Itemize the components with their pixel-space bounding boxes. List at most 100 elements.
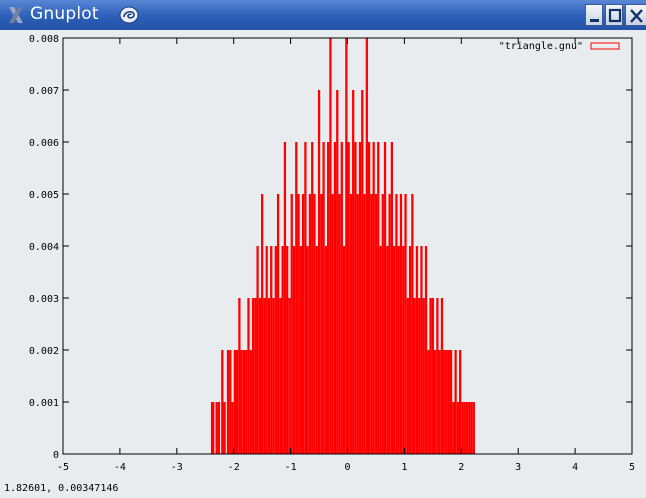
- impulse-bar: [447, 350, 450, 454]
- impulse-bar: [331, 194, 334, 454]
- y-tick-label: 0.003: [29, 294, 59, 305]
- y-tick-label: 0.005: [29, 190, 59, 201]
- maximize-button[interactable]: [605, 4, 623, 26]
- y-tick-label: 0.008: [29, 34, 59, 45]
- impulse-bar: [292, 246, 296, 454]
- y-tick-label: 0.001: [29, 398, 59, 409]
- impulse-bar: [424, 246, 428, 454]
- x-tick-label: 4: [572, 462, 578, 473]
- swirl-icon[interactable]: [118, 5, 140, 25]
- impulse-bar: [456, 402, 460, 454]
- impulse-bar: [393, 246, 396, 454]
- impulse-bar: [422, 298, 425, 454]
- impulse-bar: [397, 246, 400, 454]
- x-tick-label: -2: [228, 462, 240, 473]
- impulse-bar: [306, 246, 309, 454]
- y-tick-label: 0.004: [29, 242, 59, 253]
- impulse-bar: [304, 142, 307, 454]
- close-button[interactable]: [625, 4, 646, 26]
- impulse-bar: [315, 246, 318, 454]
- impulse-bar: [265, 246, 268, 454]
- x-logo-icon: [9, 7, 23, 23]
- impulse-bar: [386, 246, 389, 454]
- impulse-bar: [461, 402, 464, 454]
- impulse-bar: [408, 246, 412, 454]
- impulse-bar: [215, 402, 218, 454]
- impulse-bar: [327, 142, 330, 454]
- x-tick-label: 1: [401, 462, 407, 473]
- plot-area[interactable]: -5 -4 -3 -2 -1 0 1 2 3 4 5 0 0.001 0.002 0.003 0.004 0.0…: [0, 30, 646, 482]
- impulse-bar: [245, 350, 248, 454]
- impulse-bar: [329, 38, 332, 454]
- impulse-bar: [223, 402, 226, 454]
- impulse-bar: [349, 194, 353, 454]
- impulse-bar: [468, 402, 471, 454]
- impulse-bar: [381, 194, 384, 454]
- impulse-bar: [221, 350, 224, 454]
- impulse-bar: [354, 142, 357, 454]
- impulse-bar: [279, 298, 282, 454]
- impulse-bar: [361, 90, 364, 454]
- impulse-bar: [340, 142, 343, 454]
- impulse-bar: [431, 298, 434, 454]
- x-tick-label: 3: [515, 462, 521, 473]
- ticks-layer: -5 -4 -3 -2 -1 0 1 2 3 4 5 0 0.001 0.002 0.003 0.004 0.0…: [29, 34, 635, 473]
- impulse-bar: [251, 298, 255, 454]
- impulse-bar: [311, 142, 314, 454]
- impulse-bar: [402, 246, 405, 454]
- impulse-bar: [267, 298, 271, 454]
- x-tick-label: -3: [171, 462, 183, 473]
- impulse-bar: [324, 246, 328, 454]
- impulse-bar: [263, 298, 266, 454]
- impulse-bar: [308, 194, 312, 454]
- impulse-bar: [404, 194, 407, 454]
- impulse-bar: [379, 246, 382, 454]
- impulse-bar: [270, 246, 273, 454]
- impulse-bar: [299, 246, 302, 454]
- impulse-bar: [235, 350, 239, 454]
- impulse-bar: [415, 246, 419, 454]
- impulse-bar: [352, 90, 355, 454]
- y-tick-label: 0.006: [29, 138, 59, 149]
- impulse-bar: [367, 142, 371, 454]
- impulse-bar: [449, 350, 453, 454]
- impulse-bar: [445, 350, 448, 454]
- impulse-bar: [295, 142, 298, 454]
- impulse-bar: [274, 246, 277, 454]
- impulse-bar: [238, 298, 241, 454]
- impulse-bar: [254, 298, 257, 454]
- title-bar[interactable]: Gnuplot: [0, 0, 646, 31]
- minimize-button[interactable]: [585, 4, 603, 26]
- impulse-bar: [413, 298, 416, 454]
- impulse-bar: [240, 350, 243, 454]
- impulse-bar: [429, 298, 432, 454]
- impulse-bar: [233, 350, 236, 454]
- impulse-bar: [226, 350, 230, 454]
- x-tick-label: 5: [629, 462, 635, 473]
- impulse-bar: [463, 402, 466, 454]
- impulse-bar: [406, 298, 409, 454]
- impulse-bar: [374, 194, 378, 454]
- impulse-bar: [372, 142, 375, 454]
- x-tick-label: 2: [458, 462, 464, 473]
- impulse-bar: [370, 194, 373, 454]
- legend-swatch: [590, 42, 620, 50]
- legend-label: "triangle.gnu": [499, 41, 583, 52]
- impulse-bar: [288, 298, 291, 454]
- impulse-bar: [247, 298, 250, 454]
- maximize-icon: [608, 8, 622, 23]
- impulse-bar: [272, 298, 275, 454]
- impulse-bar: [322, 142, 325, 454]
- impulse-bar: [470, 402, 473, 454]
- x-tick-label: -1: [285, 462, 297, 473]
- impulse-bar: [317, 90, 321, 454]
- impulse-bar: [443, 350, 446, 454]
- y-tick-label: 0: [53, 450, 59, 461]
- impulse-bar: [320, 194, 323, 454]
- legend: "triangle.gnu": [499, 41, 620, 52]
- impulse-bar: [440, 298, 444, 454]
- minimize-icon: [590, 19, 599, 22]
- impulse-bar: [436, 298, 439, 454]
- impulse-bar: [465, 402, 469, 454]
